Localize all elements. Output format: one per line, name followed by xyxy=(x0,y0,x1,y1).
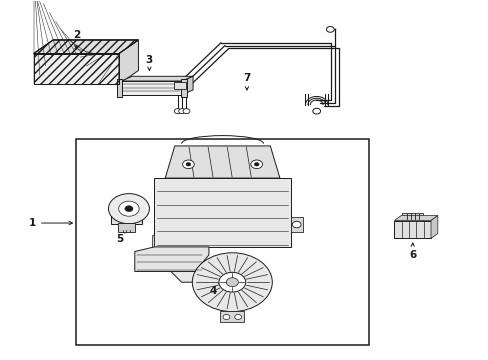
Circle shape xyxy=(108,194,149,224)
Circle shape xyxy=(254,162,259,166)
Bar xyxy=(34,54,119,84)
Text: 4: 4 xyxy=(209,283,222,296)
Polygon shape xyxy=(119,40,138,84)
Polygon shape xyxy=(182,76,193,95)
Bar xyxy=(121,81,182,95)
Bar xyxy=(111,204,142,224)
Circle shape xyxy=(174,109,181,114)
Bar xyxy=(118,224,135,232)
Text: 7: 7 xyxy=(243,73,250,90)
Circle shape xyxy=(226,278,238,287)
Circle shape xyxy=(178,109,185,114)
Polygon shape xyxy=(135,247,208,271)
Polygon shape xyxy=(165,146,279,178)
Polygon shape xyxy=(152,235,154,255)
Text: 3: 3 xyxy=(145,55,153,71)
Circle shape xyxy=(192,253,272,312)
Circle shape xyxy=(223,315,229,319)
Polygon shape xyxy=(430,216,437,238)
Text: 2: 2 xyxy=(73,30,80,49)
Circle shape xyxy=(250,160,262,168)
Circle shape xyxy=(124,206,133,212)
Circle shape xyxy=(119,201,139,216)
Bar xyxy=(220,311,244,322)
Polygon shape xyxy=(154,178,290,247)
Circle shape xyxy=(182,160,194,168)
Polygon shape xyxy=(290,217,303,232)
Circle shape xyxy=(292,221,301,228)
Polygon shape xyxy=(121,76,193,81)
Circle shape xyxy=(183,109,189,114)
Circle shape xyxy=(326,27,333,32)
Polygon shape xyxy=(154,247,208,282)
Circle shape xyxy=(234,315,241,319)
Bar xyxy=(34,54,119,84)
Text: 1: 1 xyxy=(29,218,72,228)
Text: 6: 6 xyxy=(408,243,415,260)
Bar xyxy=(173,82,185,89)
Circle shape xyxy=(185,162,190,166)
Text: 5: 5 xyxy=(116,229,124,244)
Bar xyxy=(34,54,119,84)
Circle shape xyxy=(219,273,245,292)
Circle shape xyxy=(312,108,320,114)
Polygon shape xyxy=(394,216,437,221)
Polygon shape xyxy=(34,40,138,54)
Bar xyxy=(394,221,430,238)
Bar xyxy=(76,139,368,345)
Bar xyxy=(181,79,187,97)
Bar xyxy=(401,213,423,221)
Bar xyxy=(116,79,122,97)
